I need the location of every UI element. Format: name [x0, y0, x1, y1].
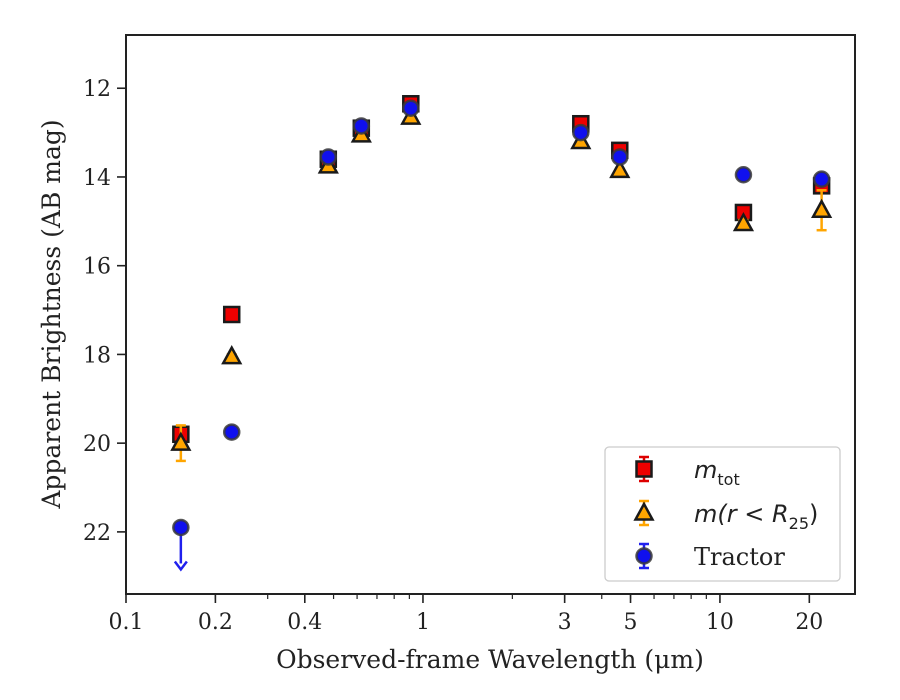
- legend-marker-mr25: [633, 501, 655, 521]
- x-axis-label: Observed-frame Wavelength (μm): [276, 645, 704, 674]
- legend-marker-tractor: [635, 547, 653, 565]
- data-point-mr25: [170, 431, 192, 451]
- y-tick-label: 14: [83, 166, 111, 191]
- data-point-tractor: [812, 170, 831, 188]
- data-point-tractor: [352, 117, 371, 135]
- data-point-mr25: [732, 211, 755, 232]
- data-point-tractor: [572, 123, 590, 142]
- legend-item-tractor: Tractor: [635, 542, 785, 571]
- x-tick-label: 0.4: [287, 610, 322, 635]
- legend-box: [604, 446, 841, 582]
- y-tick-label: 22: [83, 521, 111, 546]
- legend: mtot m(r < R25) Tractor: [604, 446, 841, 582]
- data-point-mtot: [222, 305, 241, 324]
- y-tick-label: 12: [83, 77, 111, 102]
- plot-frame: [125, 34, 856, 595]
- x-tick-label: 1: [416, 610, 430, 635]
- data-point-tractor: [222, 423, 241, 441]
- x-tick-label: 3: [558, 610, 572, 635]
- x-tick-label: 0.2: [198, 610, 233, 635]
- series-mtot: [172, 95, 831, 444]
- x-tick-label: 5: [624, 610, 638, 635]
- data-point-tractor: [402, 99, 420, 117]
- y-axis-label: Apparent Brightness (AB mag): [37, 119, 66, 509]
- plot-frame-layer: [125, 34, 856, 595]
- legend-marker-mtot: [635, 460, 653, 478]
- x-tick-label: 20: [795, 610, 823, 635]
- data-point-mr25: [221, 345, 243, 365]
- legend-item-mr25: m(r < R25): [633, 499, 818, 533]
- series-mr25: [170, 105, 833, 463]
- y-tick-label: 18: [83, 343, 111, 368]
- x-tick-label: 10: [706, 610, 734, 635]
- data-point-tractor: [611, 148, 629, 166]
- x-tick-label: 0.1: [109, 610, 144, 635]
- data-points-layer: [170, 95, 833, 572]
- y-tick-label: 20: [83, 432, 111, 457]
- legend-label-mr25: m(r < R25): [694, 500, 818, 533]
- data-point-tractor: [319, 148, 338, 166]
- data-point-tractor: [734, 166, 753, 184]
- data-point-tractor: [172, 518, 190, 537]
- data-point-mr25: [609, 158, 631, 179]
- legend-label-mtot: mtot: [694, 456, 740, 489]
- y-tick-label: 16: [83, 255, 111, 280]
- legend-item-mtot: mtot: [635, 455, 740, 489]
- series-tractor: [172, 99, 831, 572]
- axes-layer: 0.1 0.2 0.4 1 3 5 10 20 12 14 16 18 20 22: [83, 77, 823, 635]
- legend-label-tractor: Tractor: [694, 543, 785, 571]
- data-point-mr25: [811, 198, 833, 218]
